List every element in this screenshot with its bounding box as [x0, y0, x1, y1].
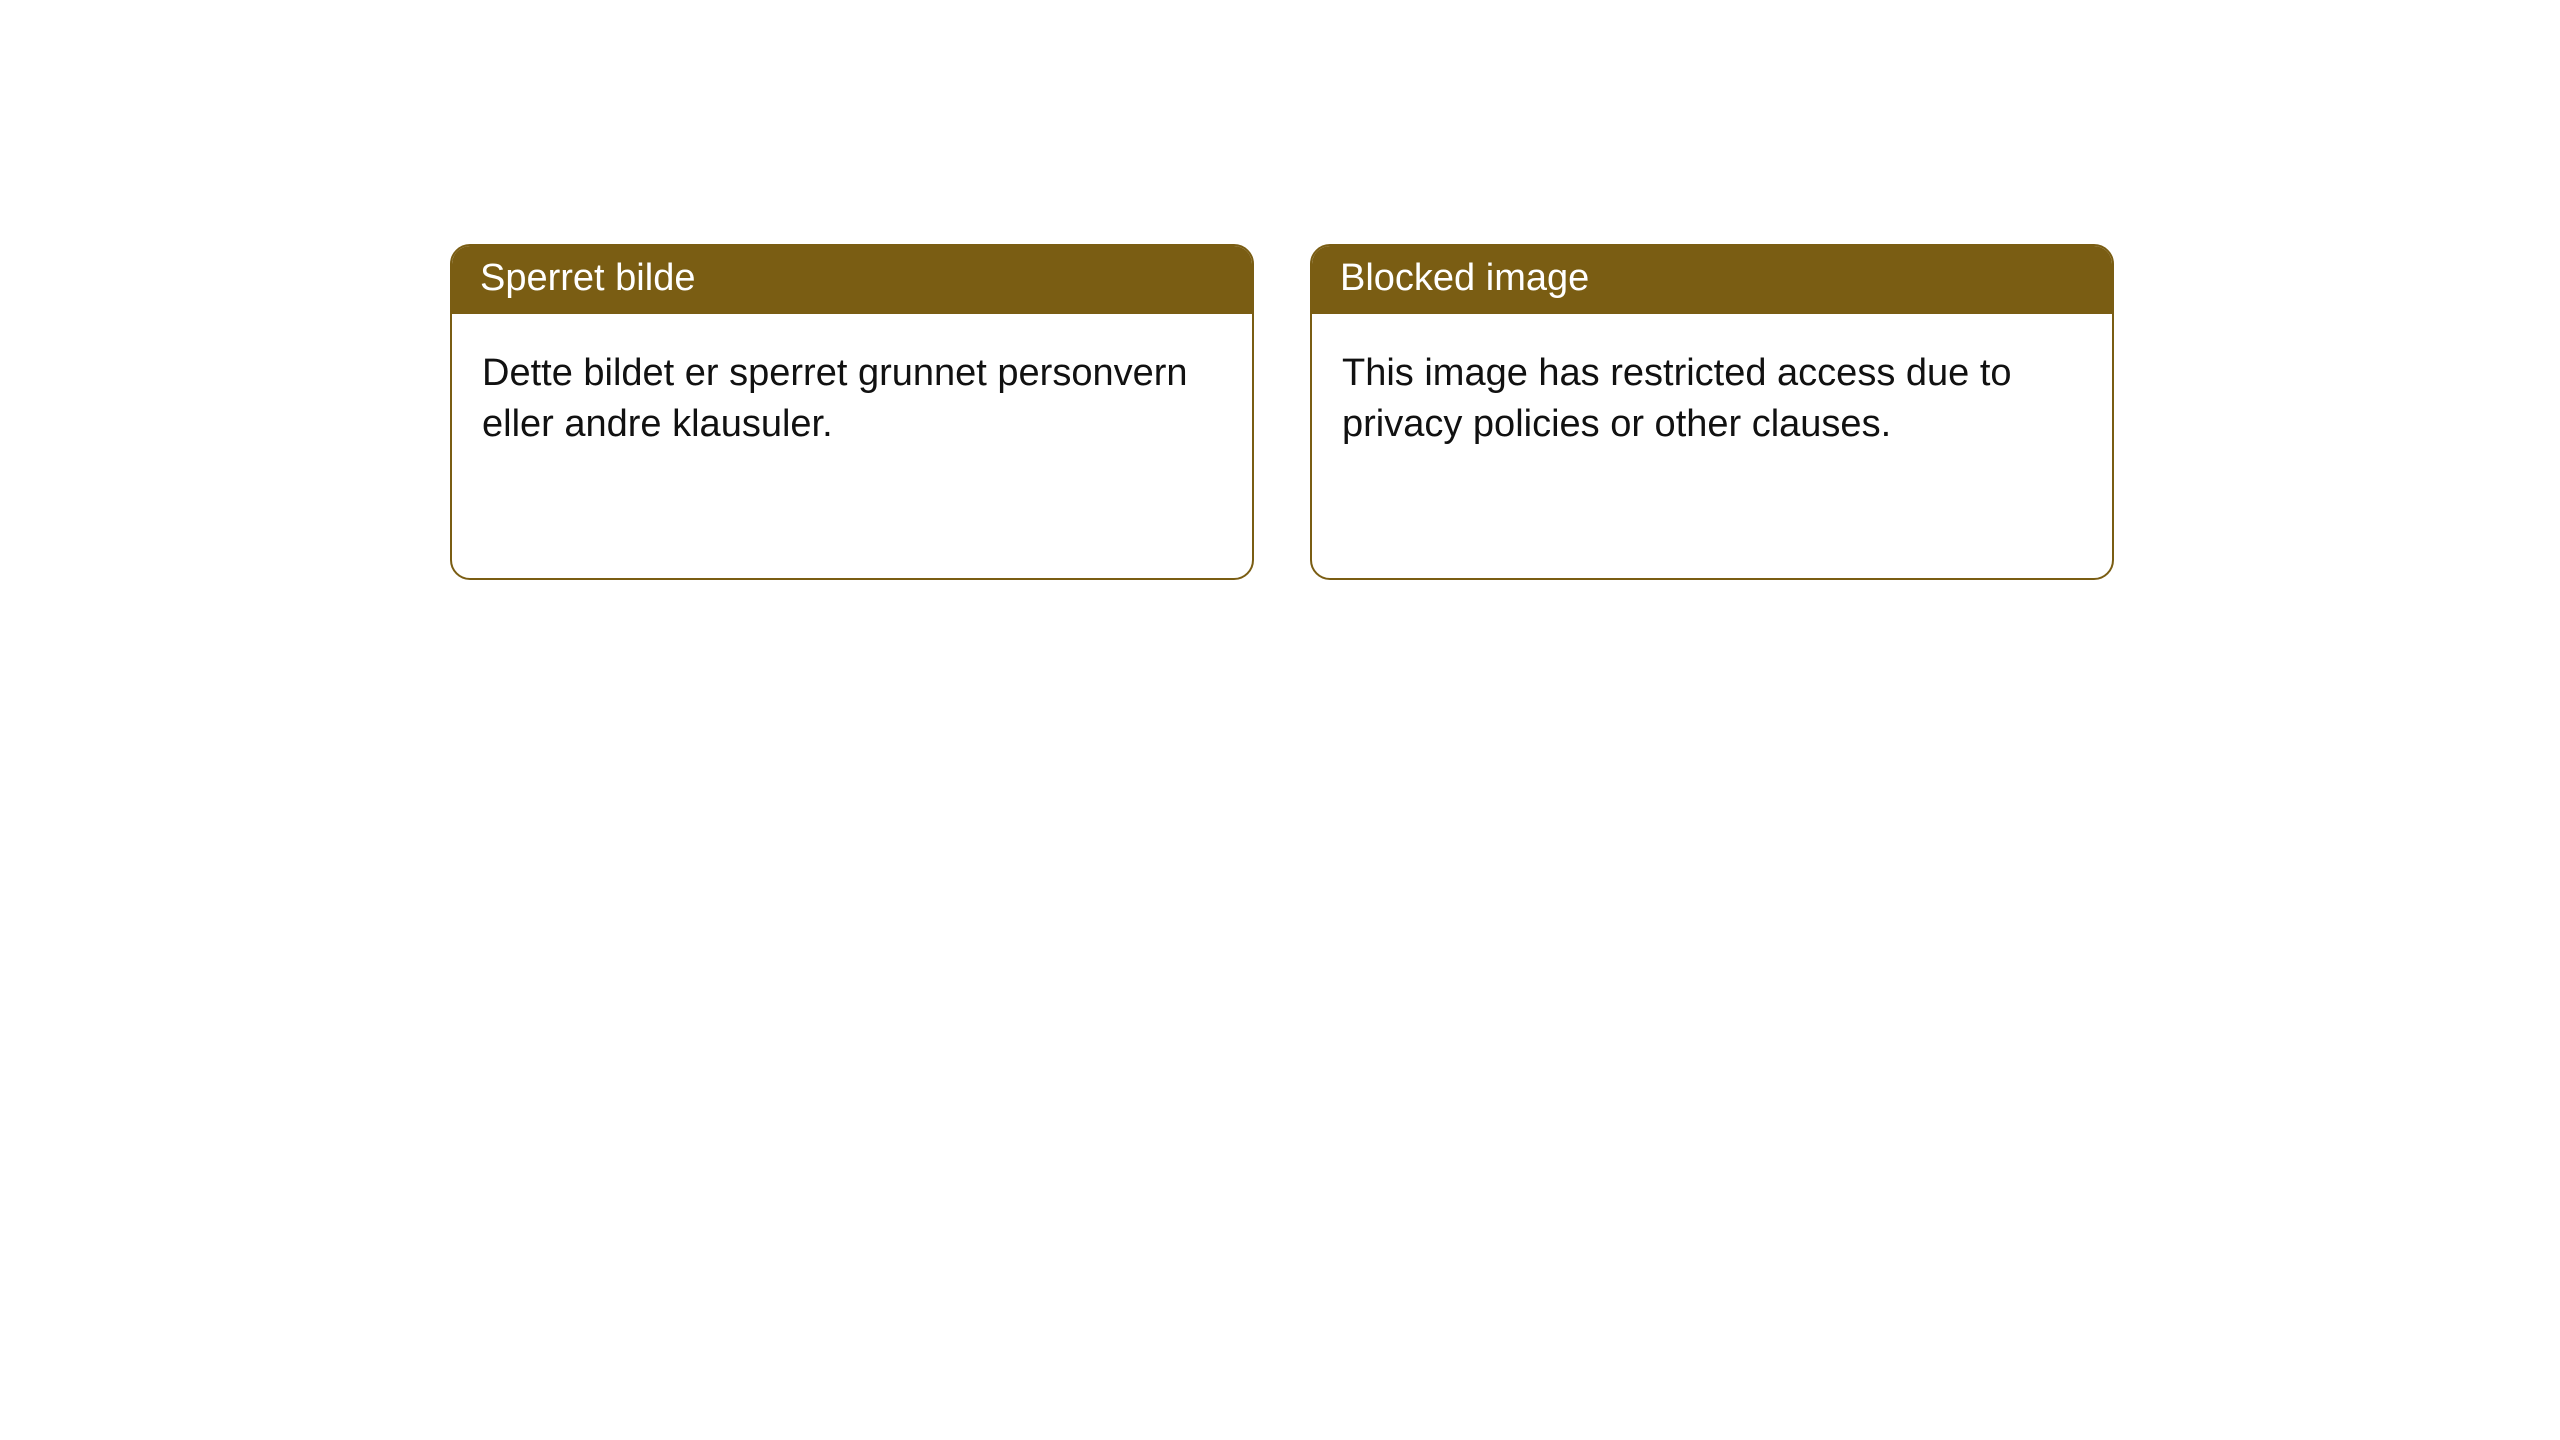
- notice-container: Sperret bilde Dette bildet er sperret gr…: [450, 244, 2114, 580]
- notice-header: Sperret bilde: [452, 246, 1252, 314]
- notice-card-norwegian: Sperret bilde Dette bildet er sperret gr…: [450, 244, 1254, 580]
- notice-body: This image has restricted access due to …: [1312, 314, 2112, 485]
- notice-body: Dette bildet er sperret grunnet personve…: [452, 314, 1252, 485]
- notice-header: Blocked image: [1312, 246, 2112, 314]
- notice-card-english: Blocked image This image has restricted …: [1310, 244, 2114, 580]
